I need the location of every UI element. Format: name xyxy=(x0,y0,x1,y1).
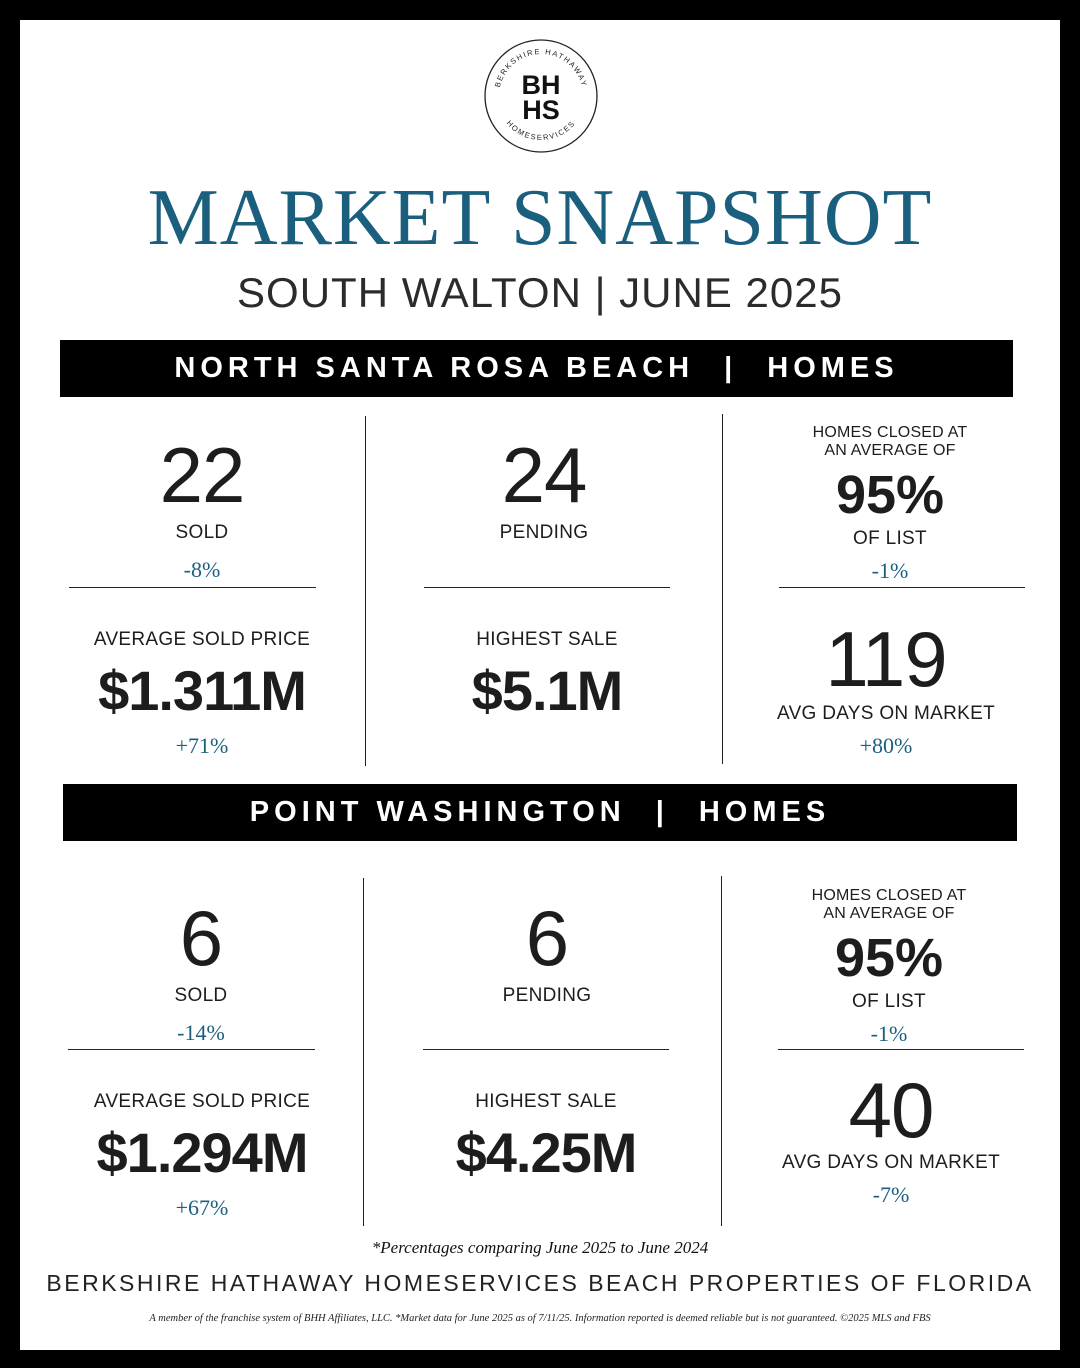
column-divider xyxy=(363,878,364,1226)
list-ratio-label: OF LIST xyxy=(852,991,926,1012)
sold-count: 6 xyxy=(179,894,223,982)
section-separator: | xyxy=(724,352,738,384)
days-on-market-value: 119 xyxy=(825,615,947,703)
section-area: POINT WASHINGTON xyxy=(249,796,626,828)
column-divider xyxy=(722,414,723,764)
list-ratio-stat: HOMES CLOSED AT AN AVERAGE OF 95% OF LIS… xyxy=(750,424,1030,583)
days-on-market-stat: 119 AVG DAYS ON MARKET +80% xyxy=(736,620,1036,758)
row-divider xyxy=(424,587,670,588)
highest-sale-label: HIGHEST SALE xyxy=(476,629,618,650)
sold-label: SOLD xyxy=(174,985,228,1006)
sold-count: 22 xyxy=(159,431,246,519)
sold-stat: 6 SOLD -14% xyxy=(61,899,341,1045)
list-ratio-line1: HOMES CLOSED AT xyxy=(812,424,968,441)
snapshot-card xyxy=(20,20,1060,1350)
pending-stat: 6 PENDING xyxy=(407,899,687,1007)
highest-sale-value: $4.25M xyxy=(455,1121,638,1184)
highest-sale-stat: HIGHEST SALE $5.1M xyxy=(397,629,697,719)
avg-sold-price-change: +71% xyxy=(175,733,229,758)
row-divider xyxy=(779,587,1025,588)
section-header-point-washington: POINT WASHINGTON | HOMES xyxy=(63,784,1017,841)
list-ratio-line2: AN AVERAGE OF xyxy=(823,905,955,922)
list-ratio-stat: HOMES CLOSED AT AN AVERAGE OF 95% OF LIS… xyxy=(749,887,1029,1046)
pending-label: PENDING xyxy=(502,985,592,1006)
list-ratio-line1: HOMES CLOSED AT xyxy=(811,887,967,904)
pending-count: 6 xyxy=(525,894,569,982)
row-divider xyxy=(778,1049,1024,1050)
days-on-market-value: 40 xyxy=(848,1066,935,1154)
column-divider xyxy=(721,876,722,1226)
brokerage-name: BERKSHIRE HATHAWAY HOMESERVICES BEACH PR… xyxy=(46,1270,1034,1296)
pending-stat: 24 PENDING xyxy=(404,436,684,544)
column-divider xyxy=(365,416,366,766)
list-ratio-change: -1% xyxy=(870,1021,908,1046)
row-divider xyxy=(423,1049,669,1050)
section-header-north-santa-rosa-beach: NORTH SANTA ROSA BEACH | HOMES xyxy=(60,340,1013,397)
sold-stat: 22 SOLD -8% xyxy=(62,436,342,582)
days-on-market-stat: 40 AVG DAYS ON MARKET -7% xyxy=(741,1071,1041,1207)
list-ratio-label: OF LIST xyxy=(853,528,927,549)
avg-sold-price-label: AVERAGE SOLD PRICE xyxy=(93,629,311,650)
avg-sold-price-stat: AVERAGE SOLD PRICE $1.294M +67% xyxy=(42,1091,362,1220)
sold-change: -14% xyxy=(177,1020,225,1045)
highest-sale-stat: HIGHEST SALE $4.25M xyxy=(386,1091,706,1181)
list-ratio-value: 95% xyxy=(835,465,945,525)
row-divider xyxy=(69,587,316,588)
days-on-market-change: -7% xyxy=(872,1182,910,1207)
logo-monogram-top: BH xyxy=(522,70,561,100)
days-on-market-label: AVG DAYS ON MARKET xyxy=(782,1152,1000,1173)
sold-label: SOLD xyxy=(175,522,229,543)
section-separator: | xyxy=(655,796,669,828)
list-ratio-line2: AN AVERAGE OF xyxy=(824,442,956,459)
page-subtitle: SOUTH WALTON | JUNE 2025 xyxy=(237,269,843,316)
sold-change: -8% xyxy=(183,557,221,582)
list-ratio-value: 95% xyxy=(834,928,944,988)
legal-disclaimer: A member of the franchise system of BHH … xyxy=(149,1313,931,1324)
pending-label: PENDING xyxy=(499,522,589,543)
section-type: HOMES xyxy=(698,796,831,828)
logo-monogram-bottom: HS xyxy=(522,95,560,125)
avg-sold-price-label: AVERAGE SOLD PRICE xyxy=(93,1091,311,1112)
section-area: NORTH SANTA ROSA BEACH xyxy=(174,352,695,384)
avg-sold-price-value: $1.294M xyxy=(96,1121,309,1184)
section-type: HOMES xyxy=(767,352,899,384)
highest-sale-label: HIGHEST SALE xyxy=(475,1091,617,1112)
page-title: MARKET SNAPSHOT xyxy=(147,174,933,262)
bhhs-logo: BERKSHIRE HATHAWAY HOMESERVICES BH HS xyxy=(484,39,598,153)
comparison-footnote: *Percentages comparing June 2025 to June… xyxy=(371,1238,709,1257)
avg-sold-price-stat: AVERAGE SOLD PRICE $1.311M +71% xyxy=(52,629,352,758)
days-on-market-label: AVG DAYS ON MARKET xyxy=(777,703,995,724)
list-ratio-change: -1% xyxy=(871,558,909,583)
pending-count: 24 xyxy=(501,431,588,519)
row-divider xyxy=(68,1049,315,1050)
highest-sale-value: $5.1M xyxy=(471,659,624,722)
days-on-market-change: +80% xyxy=(859,733,913,758)
avg-sold-price-change: +67% xyxy=(175,1195,229,1220)
avg-sold-price-value: $1.311M xyxy=(98,659,307,722)
